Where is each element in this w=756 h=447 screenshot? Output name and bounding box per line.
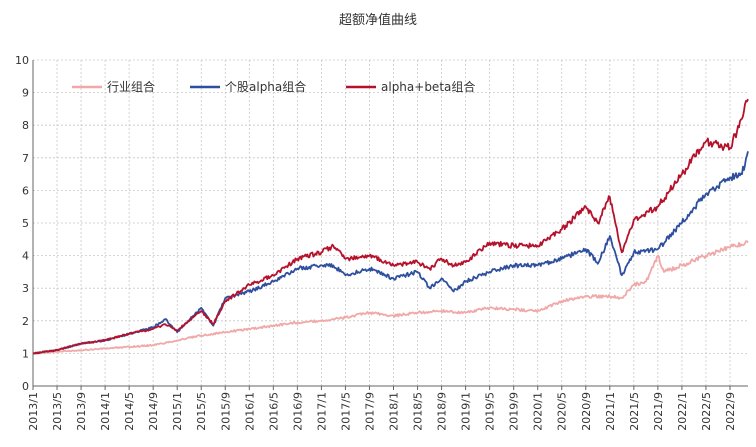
series-line-1	[32, 151, 749, 355]
series-layer	[32, 98, 749, 355]
y-tick-label: 2	[22, 315, 29, 328]
x-tick-label: 2022/9	[724, 392, 737, 431]
x-tick-label: 2018/5	[412, 392, 425, 431]
y-tick-label: 1	[22, 347, 29, 360]
y-tick-label: 0	[22, 380, 29, 393]
legend-label: alpha+beta组合	[381, 79, 475, 94]
x-tick-label: 2017/1	[315, 392, 328, 431]
grid-layer	[32, 59, 748, 387]
x-tick-label: 2015/1	[171, 392, 184, 431]
x-tick-label: 2019/1	[460, 392, 473, 431]
x-tick-label: 2019/5	[484, 392, 497, 431]
legend-label: 行业组合	[107, 79, 155, 94]
x-tick-label: 2015/5	[195, 392, 208, 431]
x-tick-label: 2020/9	[580, 392, 593, 431]
y-tick-label: 8	[22, 119, 29, 132]
x-tick-label: 2021/5	[628, 392, 641, 431]
series-line-2	[32, 98, 749, 355]
x-tick-label: 2017/5	[339, 392, 352, 431]
legend: 行业组合 个股alpha组合 alpha+beta组合	[72, 79, 475, 94]
x-tick-label: 2013/9	[75, 392, 88, 431]
y-tick-label: 9	[22, 87, 29, 100]
series-line-0	[32, 240, 749, 355]
x-tick-label: 2020/1	[532, 392, 545, 431]
x-tick-label: 2018/9	[436, 392, 449, 431]
y-tick-label: 5	[22, 217, 29, 230]
axis-layer: 0 1 2 3 4 5 6 7 8 9 10 2013/1 2013/5 2013/9 2014/1 2014…	[15, 54, 748, 431]
x-tick-label: 2020/5	[556, 392, 569, 431]
x-tick-label: 2018/1	[388, 392, 401, 431]
x-tick-label: 2015/9	[219, 392, 232, 431]
x-tick-label: 2014/9	[147, 392, 160, 431]
chart-title: 超额净值曲线	[339, 12, 417, 28]
y-tick-label: 4	[22, 250, 29, 263]
x-tick-label: 2016/5	[267, 392, 280, 431]
y-tick-label: 10	[15, 54, 29, 67]
x-tick-label: 2014/5	[123, 392, 136, 431]
x-tick-label: 2019/9	[508, 392, 521, 431]
x-tick-label: 2022/5	[700, 392, 713, 431]
legend-label: 个股alpha组合	[225, 79, 306, 94]
x-tick-label: 2016/9	[291, 392, 304, 431]
x-tick-label: 2016/1	[243, 392, 256, 431]
x-tick-label: 2013/5	[51, 392, 64, 431]
y-tick-label: 3	[22, 282, 29, 295]
y-tick-label: 7	[22, 152, 29, 165]
x-tick-label: 2014/1	[99, 392, 112, 431]
x-tick-label: 2022/1	[676, 392, 689, 431]
x-tick-label: 2021/9	[652, 392, 665, 431]
x-tick-label: 2017/9	[363, 392, 376, 431]
x-tick-label: 2021/1	[604, 392, 617, 431]
x-tick-label: 2013/1	[27, 392, 40, 431]
y-tick-label: 6	[22, 184, 29, 197]
